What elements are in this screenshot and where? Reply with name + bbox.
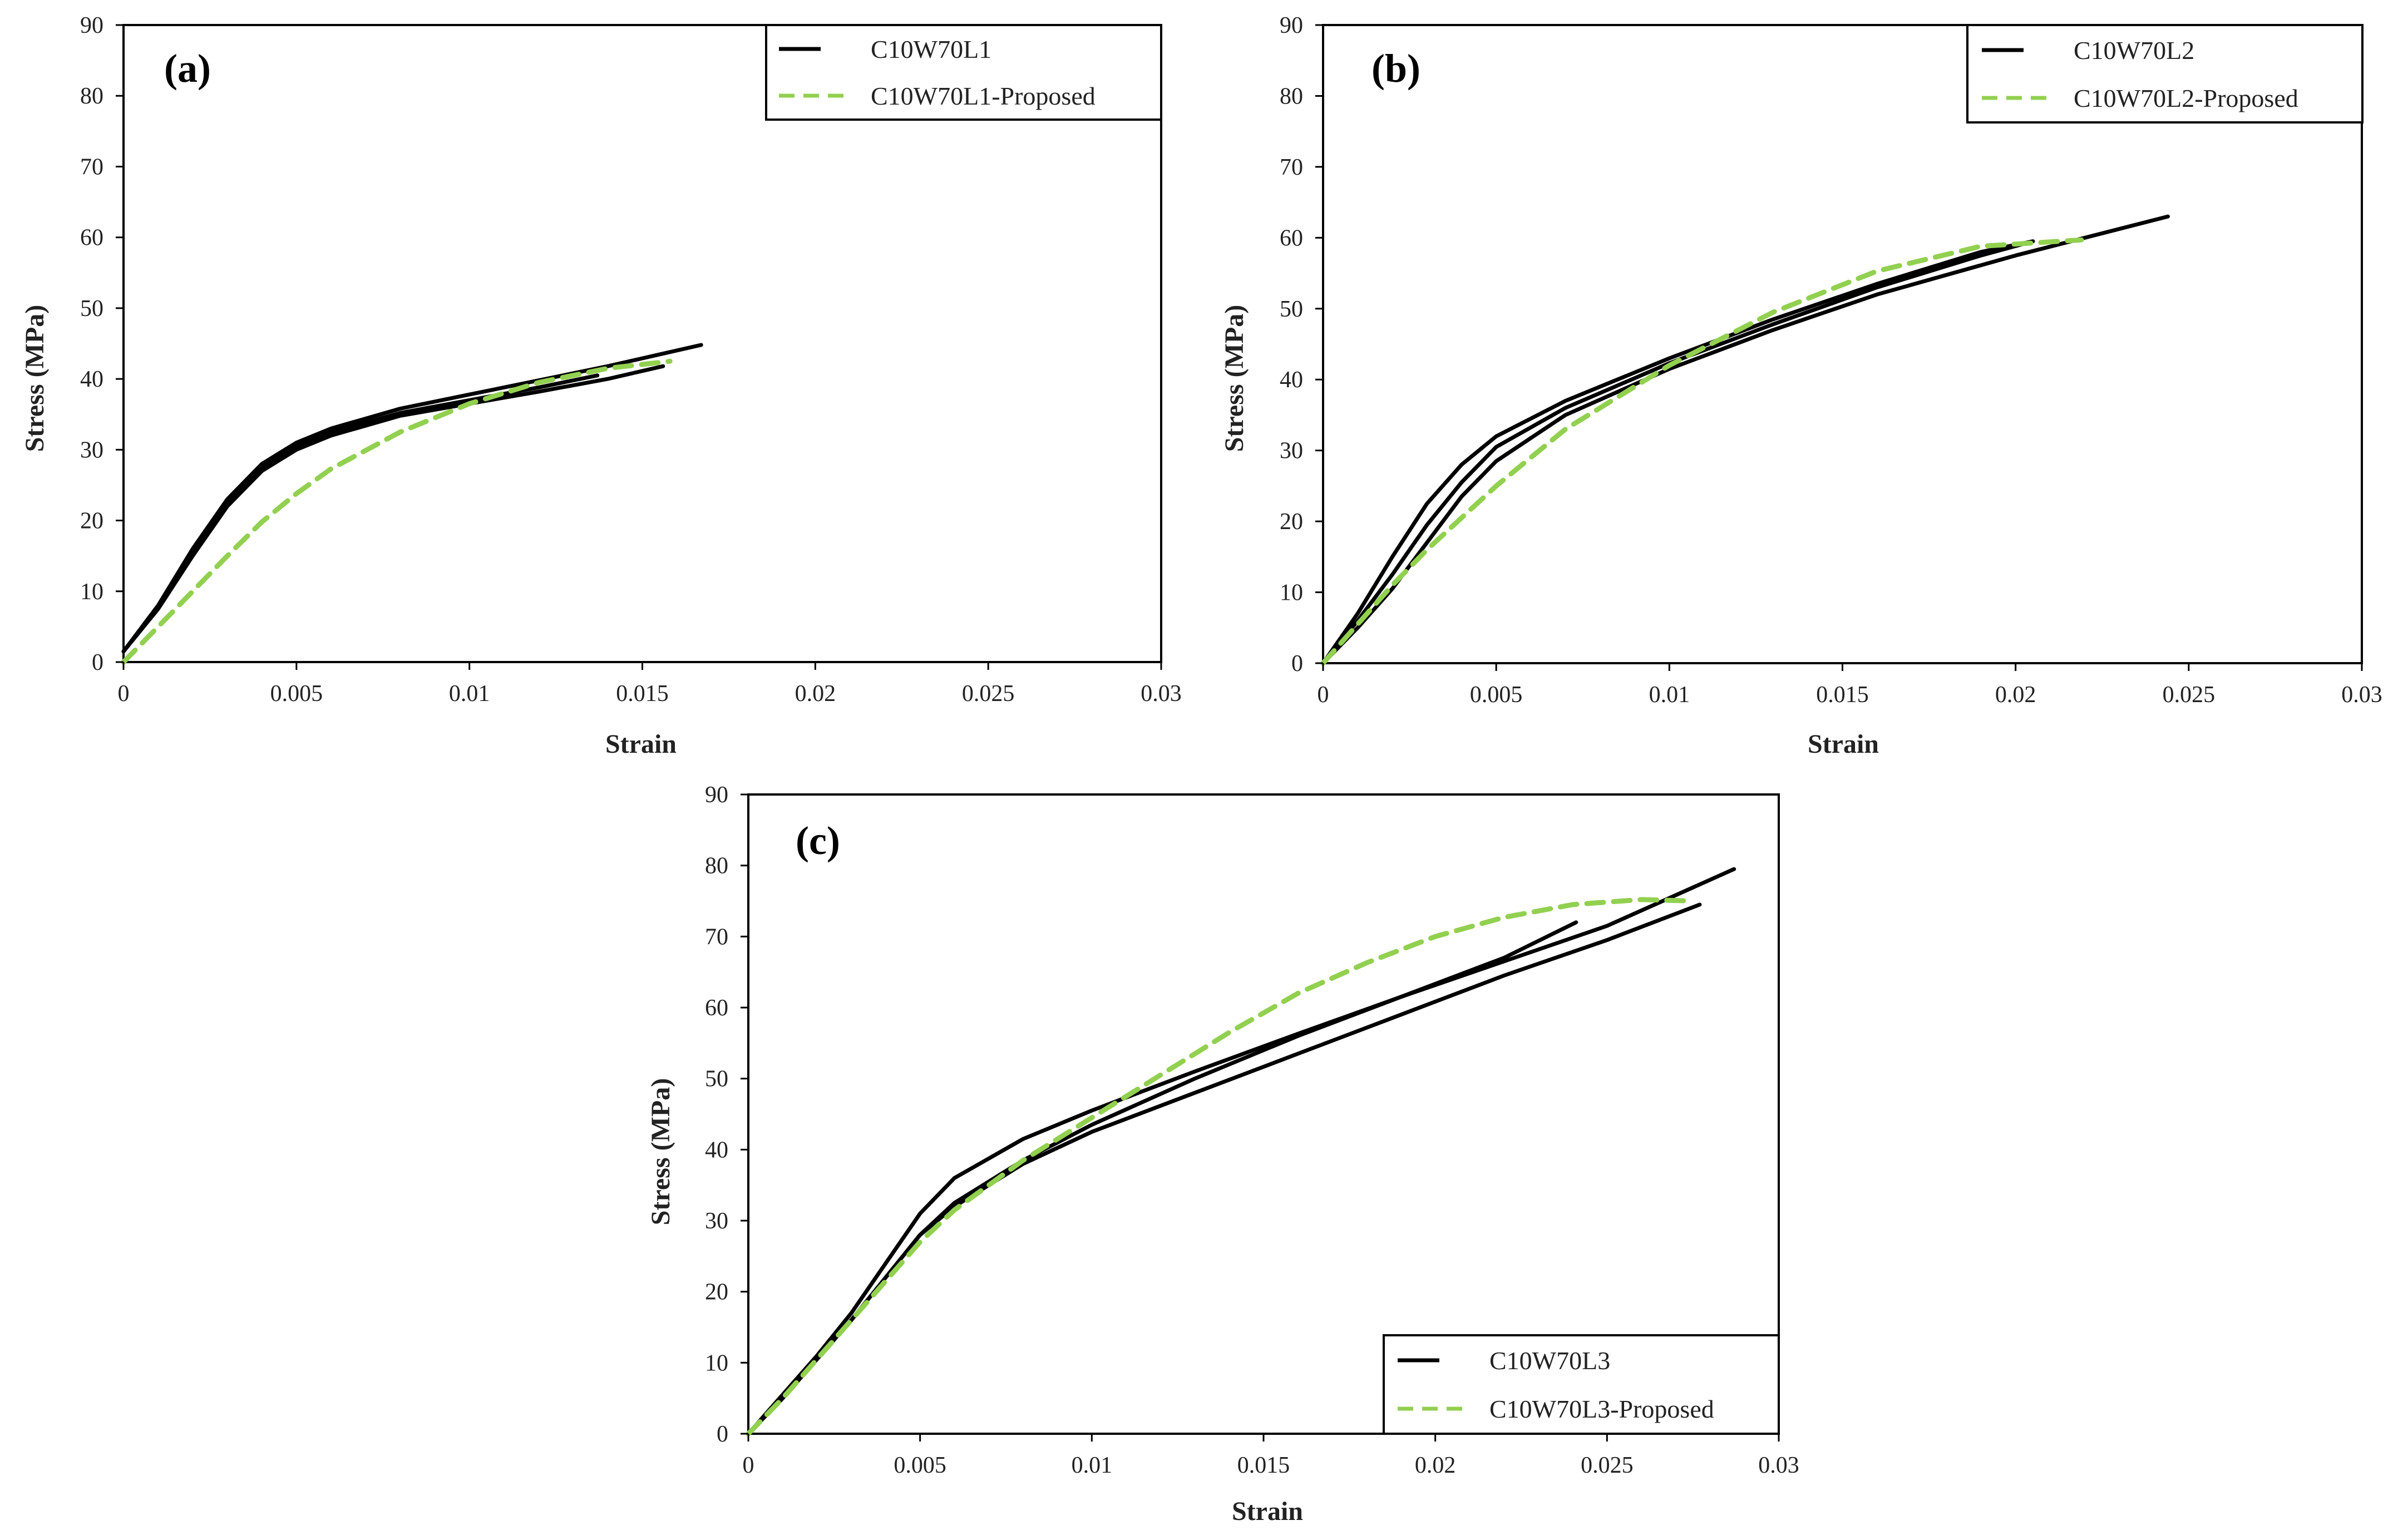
legend: C10W70L3 C10W70L3-Proposed (1383, 1334, 1780, 1435)
y-tick-label: 70 (80, 154, 103, 180)
x-tick-label: 0 (118, 681, 130, 707)
x-tick-label: 0.02 (1995, 682, 2036, 708)
y-tick-label: 40 (705, 1137, 728, 1163)
chart-panel-b: (b) Stress (MPa) Strain C10W70L2 C10W70L… (1220, 13, 2382, 759)
y-tick-label: 60 (1280, 225, 1303, 251)
x-tick-label: 0.01 (1649, 682, 1690, 708)
y-tick-label: 80 (80, 83, 103, 109)
legend-label: C10W70L1 (871, 35, 991, 63)
x-tick-label: 0.01 (1072, 1453, 1113, 1478)
x-tick-label: 0 (743, 1453, 754, 1478)
series-line-proposed (746, 897, 1696, 1437)
series-line-experimental (1321, 239, 2035, 665)
y-tick-label: 10 (80, 579, 103, 605)
y-tick-label: 10 (1280, 580, 1303, 606)
y-axis-title: Stress (MPa) (1220, 305, 1249, 452)
x-tick-label: 0.015 (616, 681, 669, 707)
y-tick-label: 30 (80, 437, 103, 463)
y-tick-label: 70 (1280, 155, 1303, 180)
x-tick-label: 0 (1318, 682, 1329, 708)
series-line-experimental (1321, 239, 2035, 665)
x-tick-label: 0.025 (1581, 1453, 1634, 1478)
legend-label: C10W70L3-Proposed (1489, 1395, 1714, 1423)
x-tick-label: 0.025 (2163, 682, 2216, 708)
x-tick-label: 0.005 (1470, 682, 1523, 708)
x-tick-label: 0.03 (1758, 1453, 1799, 1478)
legend-box (1383, 1334, 1780, 1435)
y-tick-label: 80 (1280, 83, 1303, 109)
x-tick-label: 0.025 (962, 681, 1015, 707)
y-tick-label: 20 (1280, 509, 1303, 535)
y-axis-title: Stress (MPa) (20, 305, 50, 452)
x-axis-title: Strain (1232, 1497, 1303, 1526)
legend-box (1966, 24, 2364, 124)
y-tick-label: 20 (80, 509, 103, 534)
legend-label: C10W70L1-Proposed (871, 82, 1096, 110)
y-tick-label: 90 (705, 782, 728, 808)
legend: C10W70L1 C10W70L1-Proposed (765, 24, 1162, 121)
panel-label: (a) (164, 46, 211, 91)
y-tick-label: 40 (80, 367, 103, 392)
y-tick-label: 70 (705, 924, 728, 950)
y-tick-label: 50 (705, 1067, 728, 1092)
x-tick-label: 0.015 (1237, 1453, 1290, 1478)
y-tick-label: 80 (705, 853, 728, 879)
series-line-proposed (1320, 237, 2084, 666)
series-line-experimental (746, 867, 1736, 1436)
x-tick-label: 0.03 (2341, 682, 2382, 708)
legend: C10W70L2 C10W70L2-Proposed (1966, 24, 2364, 124)
x-tick-label: 0.005 (894, 1453, 946, 1478)
chart-panel-a: (a) Stress (MPa) Strain C10W70L1 C10W70L… (20, 13, 1182, 759)
panel-label: (c) (796, 818, 840, 863)
legend-label: C10W70L3 (1489, 1346, 1610, 1375)
panel-label: (b) (1371, 46, 1420, 91)
y-tick-label: 90 (80, 13, 103, 38)
x-tick-label: 0.03 (1141, 681, 1182, 707)
y-tick-label: 60 (80, 225, 103, 251)
x-axis-title: Strain (1808, 729, 1879, 759)
y-tick-label: 30 (705, 1208, 728, 1234)
chart-panel-c: (c) Stress (MPa) Strain C10W70L3 C10W70L… (646, 782, 1799, 1526)
y-tick-label: 0 (92, 650, 103, 675)
series-line-proposed (121, 358, 673, 665)
x-tick-label: 0.01 (449, 681, 490, 707)
y-tick-label: 10 (705, 1350, 728, 1376)
legend-box (765, 24, 1162, 121)
y-tick-label: 40 (1280, 367, 1303, 393)
x-tick-label: 0.02 (795, 681, 836, 707)
x-tick-label: 0.015 (1816, 682, 1869, 708)
x-axis-title: Strain (605, 729, 677, 759)
y-tick-label: 0 (717, 1421, 728, 1447)
y-tick-label: 90 (1280, 13, 1303, 38)
legend-label: C10W70L2-Proposed (2074, 84, 2298, 112)
y-tick-label: 0 (1291, 651, 1303, 677)
y-tick-label: 60 (705, 995, 728, 1021)
legend-label: C10W70L2 (2074, 36, 2194, 65)
y-axis-title: Stress (MPa) (646, 1078, 675, 1225)
y-tick-label: 50 (1280, 297, 1303, 322)
y-tick-label: 20 (705, 1280, 728, 1305)
x-tick-label: 0.02 (1415, 1453, 1456, 1478)
y-tick-label: 50 (80, 296, 103, 322)
y-tick-label: 30 (1280, 438, 1303, 464)
x-tick-label: 0.005 (270, 681, 323, 707)
